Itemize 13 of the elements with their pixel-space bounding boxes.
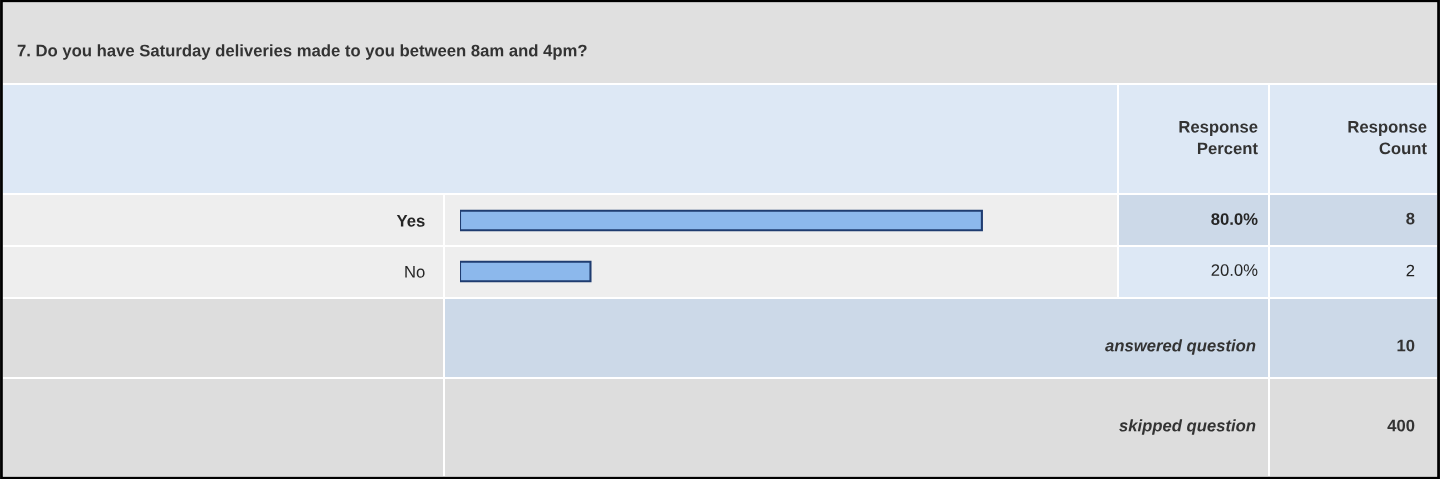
text: 7. Do you have Saturday deliveries made to you between 8am and 4pm? [17,44,587,60]
data-label: 80.0% [1211,213,1258,225]
text: skipped question [1119,419,1256,435]
text: 2 [1406,264,1415,277]
text: 400 [1387,419,1415,432]
text: 10 [1397,339,1415,352]
text: answered question [1105,339,1256,355]
text: Response Count [1348,121,1427,155]
text: Response Percent [1179,121,1258,155]
data-label: 20.0% [1211,264,1258,276]
y-tick-label: No [405,266,425,278]
y-tick-label: Yes [396,215,425,227]
text: 8 [1406,212,1415,225]
